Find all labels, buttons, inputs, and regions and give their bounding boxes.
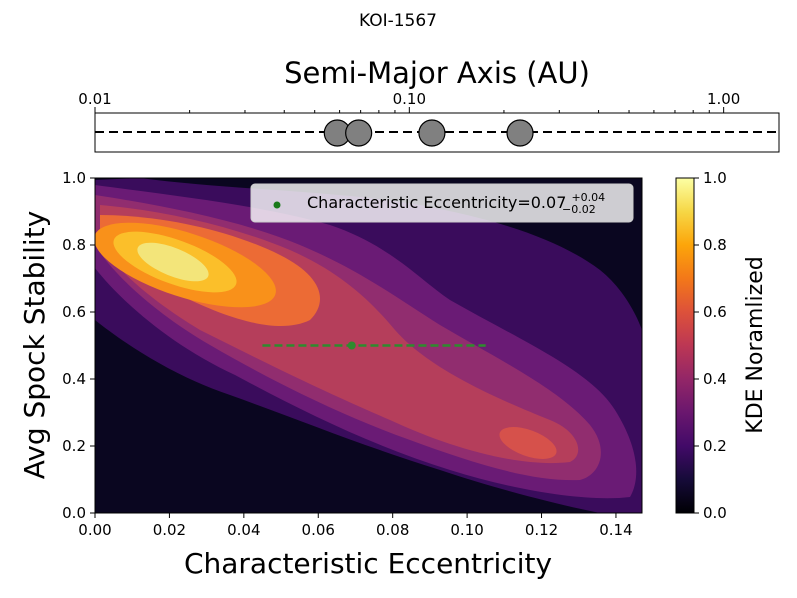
colorbar-tick-label: 1.0 — [703, 169, 727, 187]
main-frame — [94, 177, 643, 514]
y-tick-label: 0.0 — [62, 504, 86, 522]
strip-tick-label: 1.00 — [707, 90, 740, 108]
x-tick-label: 0.04 — [227, 521, 260, 539]
contour-secondary-peak — [499, 427, 557, 459]
legend-box — [250, 183, 634, 223]
x-tick-label: 0.12 — [525, 521, 558, 539]
kde-contours — [95, 178, 642, 513]
legend: Characteristic Eccentricity=0.07 +0.04 −… — [250, 183, 634, 223]
x-tick-label: 0.14 — [599, 521, 632, 539]
semi-major-axis-strip: 0.01 0.10 1.00 — [78, 90, 780, 153]
planet-marker — [345, 119, 373, 147]
x-tick-label: 0.02 — [153, 521, 186, 539]
strip-tick-label: 0.01 — [78, 90, 111, 108]
eccentricity-point — [347, 341, 356, 350]
y-tick-label: 1.0 — [62, 169, 86, 187]
strip-tick-label: 0.10 — [393, 90, 426, 108]
legend-label-text: Characteristic Eccentricity=0.07 — [307, 193, 566, 212]
colorbar-tick-label: 0.2 — [703, 437, 727, 455]
legend-sup: +0.04 — [571, 191, 605, 204]
y-tick-label: 0.8 — [62, 236, 86, 254]
colorbar-tick-label: 0.0 — [703, 504, 727, 522]
x-tick-label: 0.00 — [78, 521, 111, 539]
colorbar-label: KDE Noramlized — [743, 256, 768, 433]
y-tick-label: 0.2 — [62, 437, 86, 455]
colorbar-tick-label: 0.4 — [703, 370, 727, 388]
colorbar-tick-label: 0.8 — [703, 236, 727, 254]
planet-marker — [506, 119, 534, 147]
contour-plot: 0.00 0.02 0.04 0.06 0.08 0.10 0.12 0.14 0.0 0.2 0… — [62, 169, 643, 539]
colorbar: 0.0 0.2 0.4 0.6 0.8 1.0 KDE Noramlized — [675, 169, 768, 522]
figure-suptitle: KOI-1567 — [359, 11, 437, 31]
planet-marker — [418, 119, 446, 147]
x-tick-label: 0.10 — [450, 521, 483, 539]
legend-marker — [273, 201, 281, 209]
colorbar-tick-label: 0.6 — [703, 303, 727, 321]
contour-peak — [137, 242, 209, 282]
y-axis-label: Avg Spock Stability — [18, 211, 51, 480]
y-tick-label: 0.4 — [62, 370, 86, 388]
x-axis-label: Characteristic Eccentricity — [184, 547, 552, 580]
legend-sub: −0.02 — [562, 203, 596, 216]
colorbar-gradient — [675, 177, 695, 514]
x-tick-label: 0.08 — [376, 521, 409, 539]
legend-label: Characteristic Eccentricity=0.07 +0.04 — [307, 191, 605, 212]
x-tick-label: 0.06 — [302, 521, 335, 539]
strip-title: Semi-Major Axis (AU) — [284, 56, 590, 90]
y-tick-label: 0.6 — [62, 303, 86, 321]
